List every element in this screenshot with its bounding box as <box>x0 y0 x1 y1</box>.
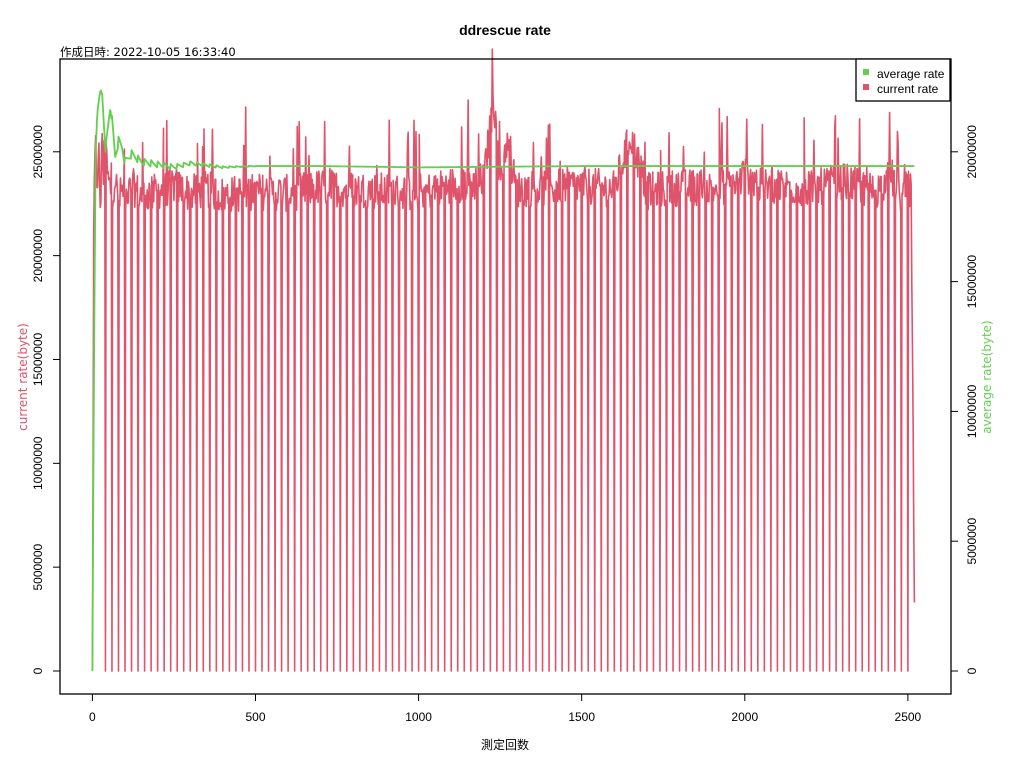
y-left-tick-label: 20000000 <box>31 229 45 283</box>
x-axis: 0 500 1000 1500 2000 2500 <box>89 693 922 724</box>
x-tick-label: 0 <box>89 710 96 724</box>
y-axis-right: 0 5000000 10000000 15000000 20000000 <box>950 125 979 674</box>
y-left-axis-label: current rate(byte) <box>16 323 30 431</box>
legend-swatch-current <box>863 84 869 90</box>
x-tick-label: 1500 <box>568 710 595 724</box>
x-axis-label: 測定回数 <box>481 737 529 752</box>
y-right-tick-label: 15000000 <box>965 255 979 309</box>
series-layer <box>91 48 916 672</box>
legend-label-current: current rate <box>877 82 939 96</box>
y-right-tick-label: 10000000 <box>965 384 979 438</box>
y-right-tick-label: 5000000 <box>965 518 979 565</box>
series-average-rate-line <box>91 89 915 672</box>
y-axis-left: 0 5000000 10000000 15000000 20000000 25000000 <box>31 125 61 674</box>
y-left-tick-label: 5000000 <box>31 543 45 590</box>
y-right-tick-label: 20000000 <box>965 125 979 179</box>
y-left-tick-label: 15000000 <box>31 332 45 386</box>
y-left-tick-label: 25000000 <box>31 125 45 179</box>
series-current-rate-line <box>91 48 916 672</box>
legend: average rate current rate <box>855 58 951 102</box>
legend-box <box>855 58 951 102</box>
x-tick-label: 2500 <box>895 710 922 724</box>
chart-title: ddrescue rate <box>459 22 551 38</box>
x-tick-label: 500 <box>245 710 265 724</box>
legend-swatch-average <box>863 69 869 75</box>
y-left-tick-label: 10000000 <box>31 436 45 490</box>
legend-label-average: average rate <box>877 67 945 81</box>
x-tick-label: 2000 <box>731 710 758 724</box>
y-right-axis-label: average rate(byte) <box>980 320 994 433</box>
y-right-tick-label: 0 <box>965 667 979 674</box>
chart-subtitle: 作成日時: 2022-10-05 16:33:40 <box>60 45 236 59</box>
y-left-tick-label: 0 <box>31 667 45 674</box>
x-tick-label: 1000 <box>405 710 432 724</box>
